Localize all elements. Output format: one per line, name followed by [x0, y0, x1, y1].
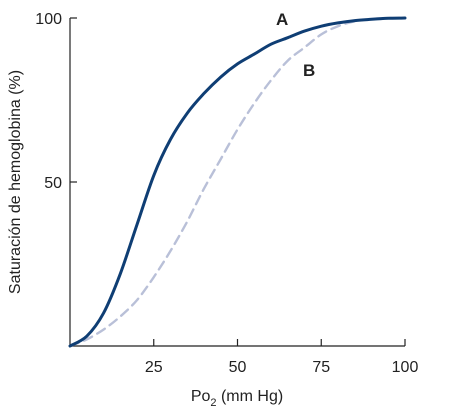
x-axis-title-unit: (mm Hg) — [217, 388, 284, 405]
x-tick-label: 25 — [145, 359, 163, 376]
ticks: 25 50 75 100 50 100 — [35, 11, 418, 376]
x-axis-title-subscript: 2 — [210, 397, 216, 409]
y-axis-title: Saturación de hemoglobina (%) — [7, 70, 24, 294]
x-tick-label: 75 — [312, 359, 330, 376]
curve-label-a: A — [276, 10, 288, 29]
axes — [69, 18, 405, 347]
x-axis-title-main: Po — [191, 388, 211, 405]
x-tick-label: 100 — [392, 359, 419, 376]
axis-frame — [69, 18, 405, 347]
x-tick-label: 50 — [229, 359, 247, 376]
y-tick-label: 50 — [44, 175, 62, 192]
series-layer — [68, 16, 407, 348]
series-line-a — [68, 16, 407, 348]
y-tick-label: 100 — [35, 11, 62, 28]
series-line-b — [68, 16, 407, 348]
curve-label-b: B — [303, 61, 315, 80]
x-axis-title: Po2 (mm Hg) — [191, 388, 283, 409]
